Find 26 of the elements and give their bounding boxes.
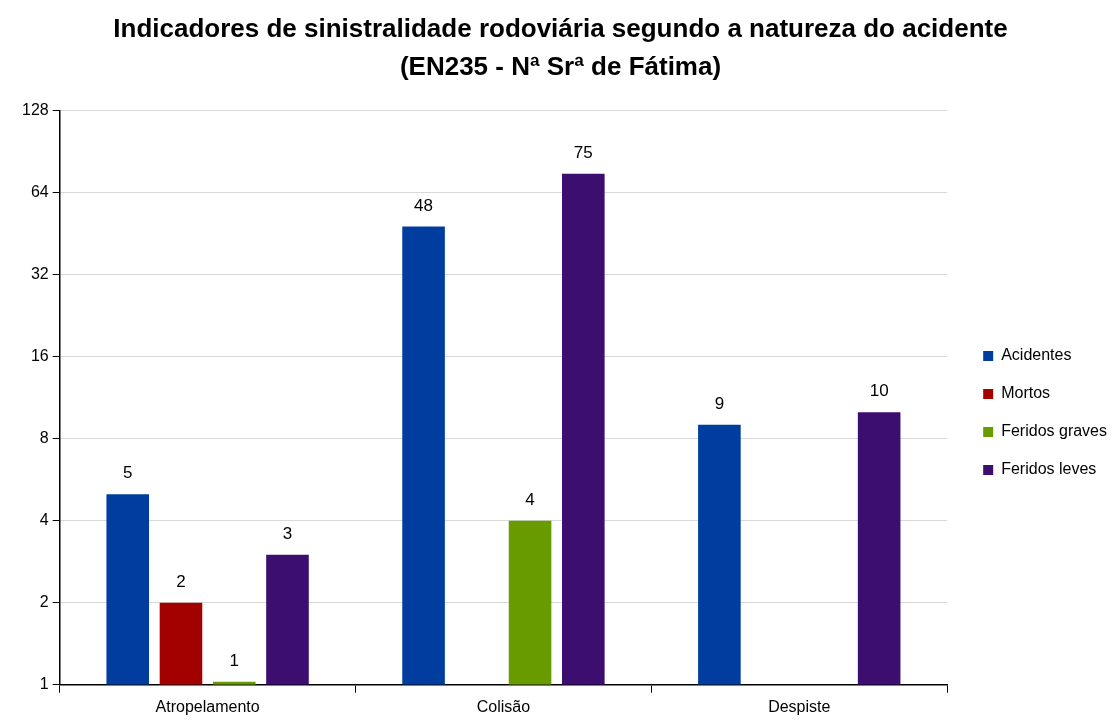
legend-label: Mortos — [1001, 384, 1051, 402]
data-label: 2 — [176, 571, 186, 591]
chart-subtitle: (EN235 - Nª Srª de Fátima) — [399, 50, 722, 81]
y-tick-label: 4 — [39, 511, 49, 529]
data-label: 9 — [714, 393, 725, 413]
y-tick-label: 128 — [21, 100, 49, 118]
y-tick-label: 2 — [39, 593, 49, 611]
chart-title: Indicadores de sinistralidade rodoviária segundo a natureza do acidente — [113, 12, 1008, 43]
y-tick-label: 16 — [30, 346, 49, 364]
data-label: 48 — [414, 195, 434, 215]
legend-label: Acidentes — [1001, 346, 1072, 364]
y-tick-label: 64 — [30, 182, 49, 200]
data-label: 1 — [229, 650, 239, 670]
data-label: 3 — [282, 523, 293, 543]
x-tick-label: Despiste — [768, 697, 831, 715]
data-label: 5 — [123, 463, 133, 483]
x-tick-label: Colisão — [476, 697, 531, 715]
data-label: 10 — [869, 381, 889, 401]
legend-label: Feridos graves — [1001, 422, 1108, 440]
data-label: 4 — [525, 489, 535, 509]
y-tick-label: 1 — [39, 675, 49, 693]
data-label: 75 — [573, 142, 593, 162]
legend-label: Feridos leves — [1001, 460, 1097, 478]
y-tick-label: 8 — [39, 429, 49, 447]
x-tick-label: Atropelamento — [155, 697, 260, 715]
y-tick-label: 32 — [30, 264, 49, 282]
